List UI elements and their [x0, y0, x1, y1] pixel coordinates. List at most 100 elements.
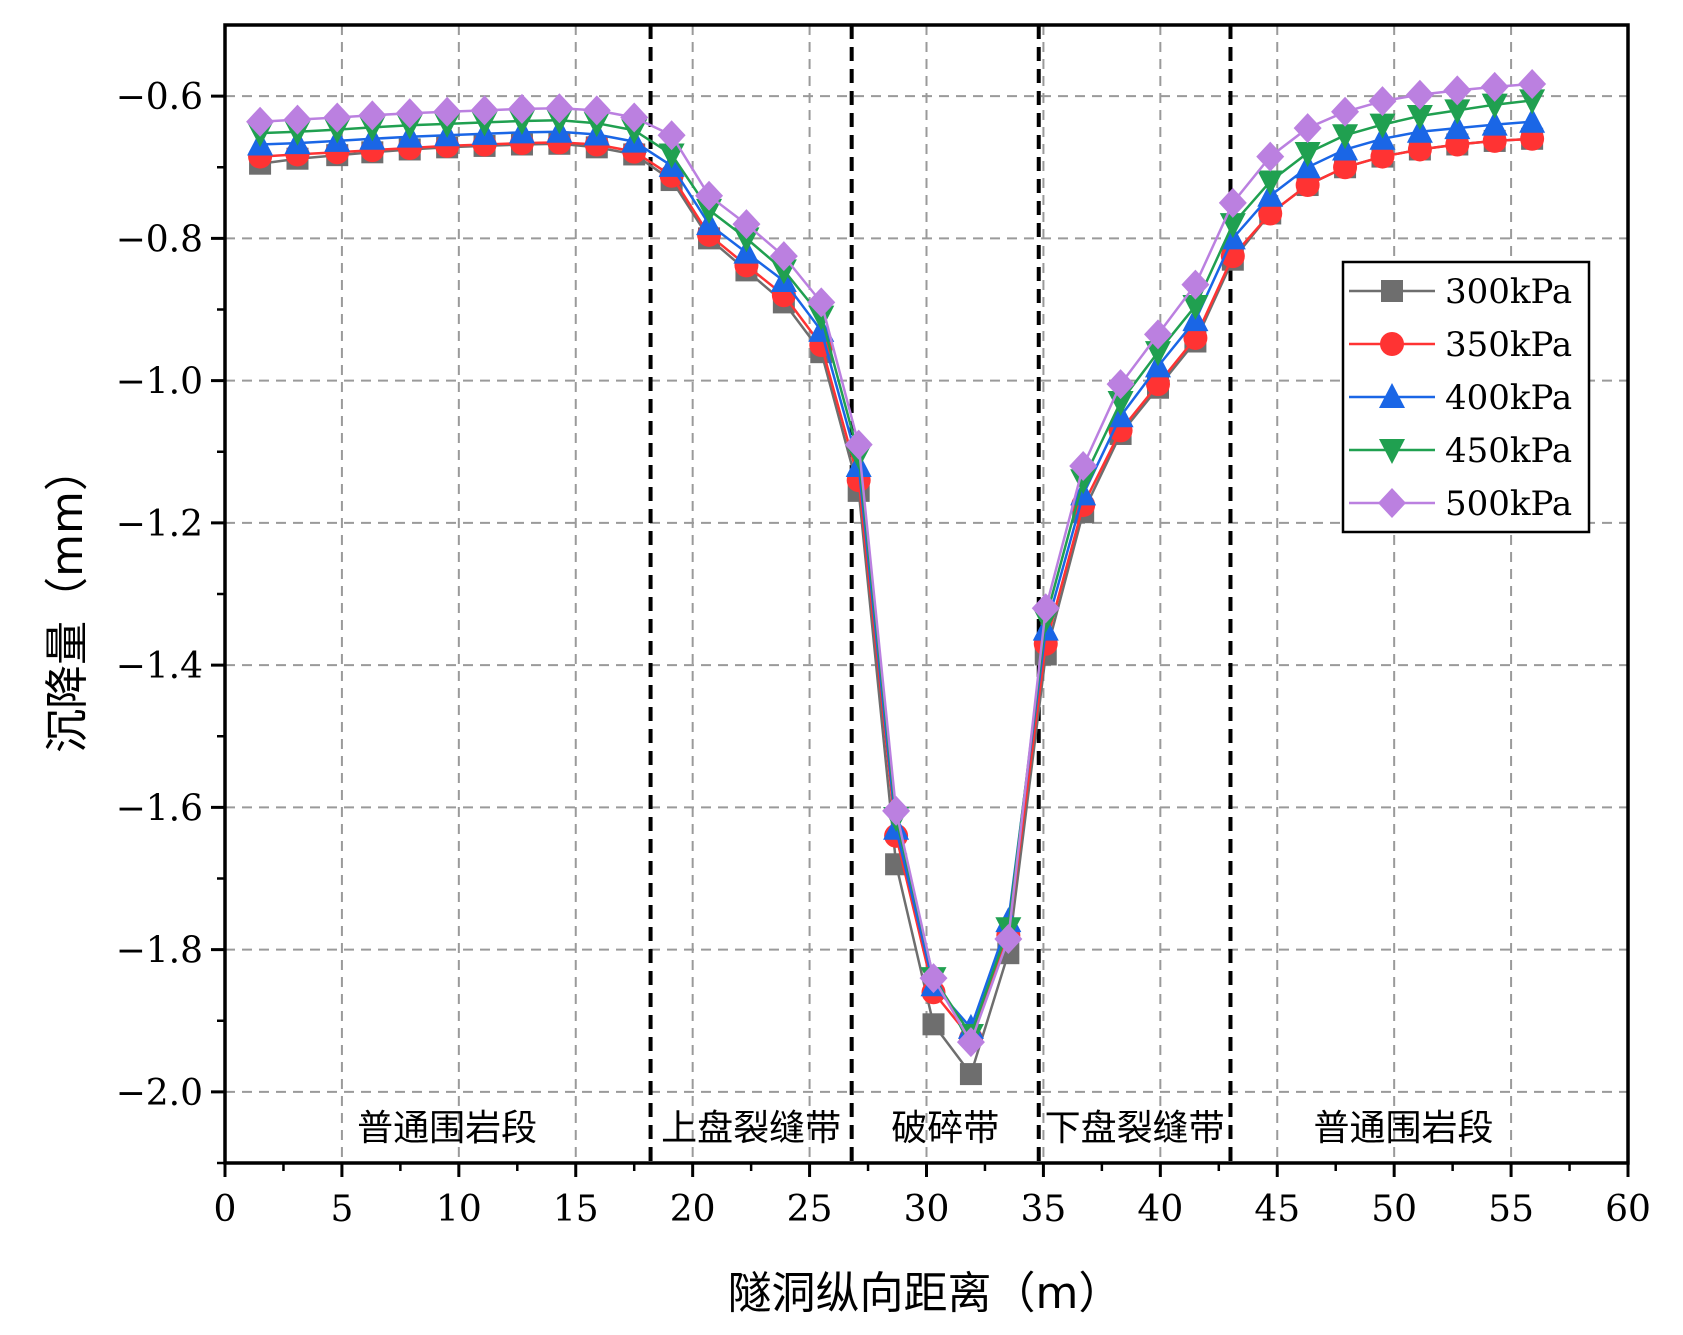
data-point-350kPa — [1295, 173, 1320, 198]
region-label-0: 普通围岩段 — [357, 1108, 537, 1149]
data-point-350kPa — [1333, 155, 1358, 180]
data-point-450kPa — [1519, 89, 1546, 115]
series-group — [246, 69, 1547, 1086]
legend-marker — [1378, 488, 1406, 518]
legend-label: 350kPa — [1445, 325, 1572, 365]
data-point-350kPa — [1183, 325, 1208, 350]
data-point-450kPa — [1182, 294, 1209, 320]
x-tick-label: 30 — [904, 1189, 950, 1230]
series-500kPa — [246, 69, 1547, 1058]
data-point-450kPa — [808, 305, 835, 331]
data-point-500kPa — [358, 100, 387, 131]
data-point-500kPa — [1031, 593, 1060, 624]
data-point-500kPa — [1218, 187, 1247, 218]
y-axis-title: 沉降量（mm） — [42, 447, 93, 753]
data-point-500kPa — [1143, 319, 1172, 350]
data-point-500kPa — [1518, 69, 1547, 100]
legend-label: 450kPa — [1445, 431, 1572, 471]
data-point-500kPa — [246, 106, 275, 137]
data-point-450kPa — [696, 198, 723, 224]
data-point-500kPa — [395, 98, 424, 129]
x-tick-label: 20 — [670, 1189, 716, 1230]
data-point-400kPa — [1444, 114, 1471, 140]
y-tick-label: −0.6 — [116, 77, 203, 118]
y-tick-label: −1.8 — [116, 931, 203, 972]
x-tick-label: 60 — [1605, 1189, 1651, 1230]
data-point-300kPa — [922, 1013, 945, 1036]
legend-item-500kPa: 500kPa — [1349, 484, 1572, 524]
data-point-500kPa — [1443, 75, 1472, 106]
data-point-450kPa — [1481, 93, 1508, 119]
data-point-500kPa — [1368, 86, 1397, 117]
data-point-500kPa — [1331, 96, 1360, 127]
data-point-450kPa — [1444, 99, 1471, 125]
data-point-500kPa — [507, 93, 536, 124]
data-point-500kPa — [994, 923, 1023, 954]
legend-marker — [1381, 280, 1403, 302]
data-point-500kPa — [695, 180, 724, 211]
x-tick-label: 50 — [1371, 1189, 1417, 1230]
data-point-500kPa — [657, 120, 686, 151]
data-point-450kPa — [1294, 142, 1321, 168]
legend-item-400kPa: 400kPa — [1349, 378, 1572, 418]
region-label-4: 普通围岩段 — [1314, 1108, 1494, 1149]
region-label-3: 下盘裂缝带 — [1045, 1108, 1225, 1149]
data-point-500kPa — [470, 95, 499, 126]
data-point-500kPa — [433, 96, 462, 127]
x-tick-label: 40 — [1137, 1189, 1183, 1230]
legend-marker — [1380, 332, 1404, 356]
data-point-300kPa — [959, 1063, 982, 1086]
data-point-500kPa — [620, 102, 649, 133]
legend-item-450kPa: 450kPa — [1349, 431, 1572, 471]
data-point-450kPa — [733, 227, 760, 253]
legend-label: 300kPa — [1445, 272, 1572, 312]
data-point-450kPa — [1369, 113, 1396, 139]
data-point-500kPa — [1405, 79, 1434, 110]
data-point-400kPa — [1519, 107, 1546, 133]
data-point-500kPa — [1256, 141, 1285, 172]
x-tick-label: 5 — [330, 1189, 353, 1230]
legend-label: 400kPa — [1445, 378, 1572, 418]
x-tick-label: 45 — [1254, 1189, 1300, 1230]
data-point-500kPa — [323, 102, 352, 133]
data-point-500kPa — [956, 1027, 985, 1058]
x-tick-label: 15 — [553, 1189, 599, 1230]
data-point-500kPa — [582, 95, 611, 126]
region-labels: 普通围岩段 上盘裂缝带 破碎带 下盘裂缝带 普通围岩段 — [357, 1108, 1493, 1149]
x-tick-label: 35 — [1021, 1189, 1067, 1230]
data-point-500kPa — [1106, 369, 1135, 400]
x-axis-title: 隧洞纵向距离（m） — [728, 1268, 1123, 1319]
data-point-500kPa — [882, 795, 911, 826]
axes: 0 5 10 15 20 25 30 35 40 45 50 55 60 −2.0 −1.8 −1.6 −1.4… — [116, 23, 1651, 1230]
y-tick-label: −0.8 — [116, 219, 203, 260]
x-tick-label: 55 — [1488, 1189, 1534, 1230]
data-point-500kPa — [732, 209, 761, 240]
legend: 300kPa 350kPa 400kPa 450kPa 500kPa — [1341, 260, 1591, 534]
legend-marker — [1379, 383, 1405, 408]
data-point-500kPa — [769, 241, 798, 272]
data-point-450kPa — [1406, 105, 1433, 131]
region-label-1: 上盘裂缝带 — [661, 1108, 841, 1149]
data-point-500kPa — [1069, 450, 1098, 481]
data-point-500kPa — [283, 104, 312, 135]
legend-item-350kPa: 350kPa — [1349, 325, 1572, 365]
y-tick-label: −1.2 — [116, 504, 203, 545]
data-point-500kPa — [1181, 269, 1210, 300]
region-label-2: 破碎带 — [891, 1108, 999, 1149]
data-point-350kPa — [1407, 137, 1432, 162]
data-point-450kPa — [1070, 469, 1097, 495]
data-point-350kPa — [1258, 201, 1283, 226]
data-point-500kPa — [844, 429, 873, 460]
y-tick-label: −1.0 — [116, 362, 203, 403]
data-point-450kPa — [658, 143, 685, 169]
data-point-350kPa — [1145, 372, 1170, 397]
data-point-500kPa — [807, 287, 836, 318]
data-point-350kPa — [1520, 126, 1545, 151]
data-point-450kPa — [1144, 341, 1171, 367]
data-point-500kPa — [1480, 71, 1509, 102]
data-point-500kPa — [919, 963, 948, 994]
data-point-400kPa — [1481, 110, 1508, 136]
x-tick-label: 10 — [436, 1189, 482, 1230]
